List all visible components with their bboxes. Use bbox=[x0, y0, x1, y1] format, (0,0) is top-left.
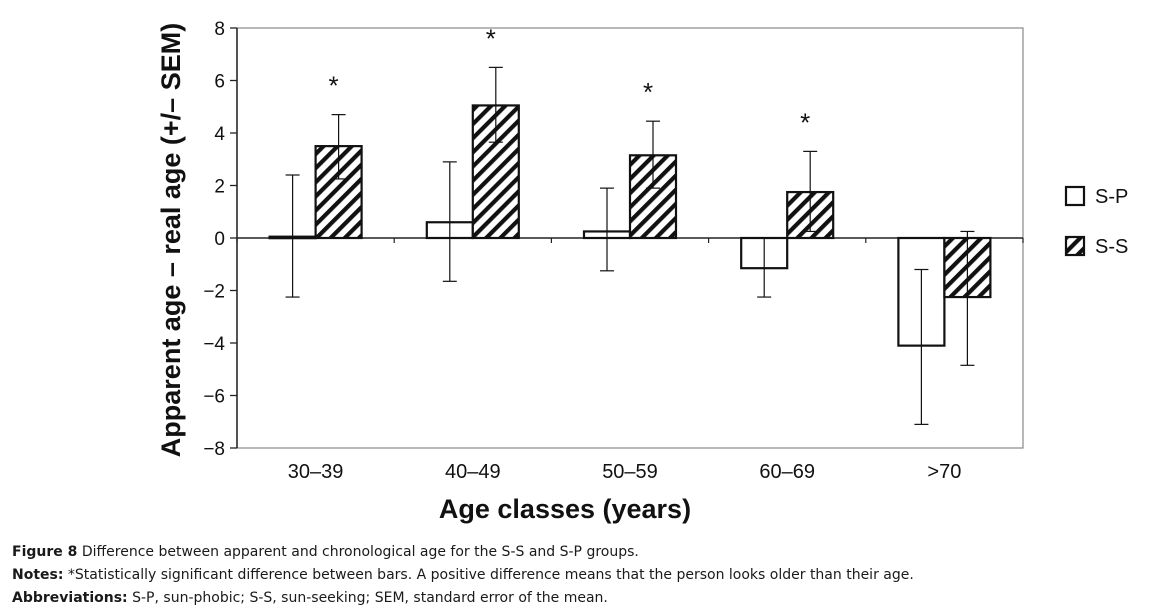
y-tick-label: 2 bbox=[214, 177, 225, 198]
legend-swatch-s-p bbox=[1064, 185, 1086, 207]
legend-label-s-p: S-P bbox=[1095, 186, 1128, 208]
y-tick-label: 6 bbox=[214, 72, 225, 93]
figure-caption: Figure 8 Difference between apparent and… bbox=[12, 543, 1142, 562]
y-axis-label: Apparent age – real age (+/– SEM) bbox=[156, 23, 186, 457]
notes-caption: Notes: *Statistically significant differ… bbox=[12, 566, 1142, 585]
y-tick-label: −2 bbox=[203, 282, 225, 303]
significance-star: * bbox=[643, 77, 653, 107]
y-tick-label: −6 bbox=[203, 387, 225, 408]
abbreviations-text: S-P, sun-phobic; S-S, sun-seeking; SEM, … bbox=[127, 590, 608, 606]
legend-swatch-s-s bbox=[1064, 235, 1086, 257]
plot-area: 8 6 4 2 0 −2 −4 −6 −8 30–39 * 40–49 * 50–59 * 60–69 * >70 bbox=[203, 19, 1024, 483]
significance-star: * bbox=[486, 23, 496, 53]
x-axis-label: Age classes (years) bbox=[439, 494, 691, 524]
y-tick-label: −8 bbox=[203, 439, 225, 460]
notes-text: *Statistically significant difference be… bbox=[63, 567, 914, 583]
y-tick-label: −4 bbox=[203, 334, 225, 355]
y-tick-label: 0 bbox=[214, 229, 225, 250]
x-tick-label: >70 bbox=[927, 461, 961, 483]
abbreviations-caption: Abbreviations: S-P, sun-phobic; S-S, sun… bbox=[12, 589, 1142, 608]
legend: S-P S-S bbox=[1064, 185, 1128, 258]
figure-text: Difference between apparent and chronolo… bbox=[77, 544, 639, 560]
figure-label: Figure 8 bbox=[12, 544, 78, 560]
bar-chart: 8 6 4 2 0 −2 −4 −6 −8 30–39 * 40–49 * 50–59 * 60–69 * >70… bbox=[156, 19, 1128, 524]
significance-star: * bbox=[329, 71, 339, 101]
x-tick-label: 50–59 bbox=[602, 461, 658, 483]
x-tick-label: 40–49 bbox=[445, 461, 501, 483]
x-tick-label: 30–39 bbox=[288, 461, 344, 483]
significance-star: * bbox=[800, 107, 810, 137]
y-tick-label: 8 bbox=[214, 19, 225, 40]
abbreviations-label: Abbreviations: bbox=[12, 590, 128, 606]
legend-label-s-s: S-S bbox=[1095, 236, 1128, 258]
x-tick-label: 60–69 bbox=[759, 461, 815, 483]
y-tick-label: 4 bbox=[214, 124, 225, 145]
notes-label: Notes: bbox=[12, 567, 64, 583]
